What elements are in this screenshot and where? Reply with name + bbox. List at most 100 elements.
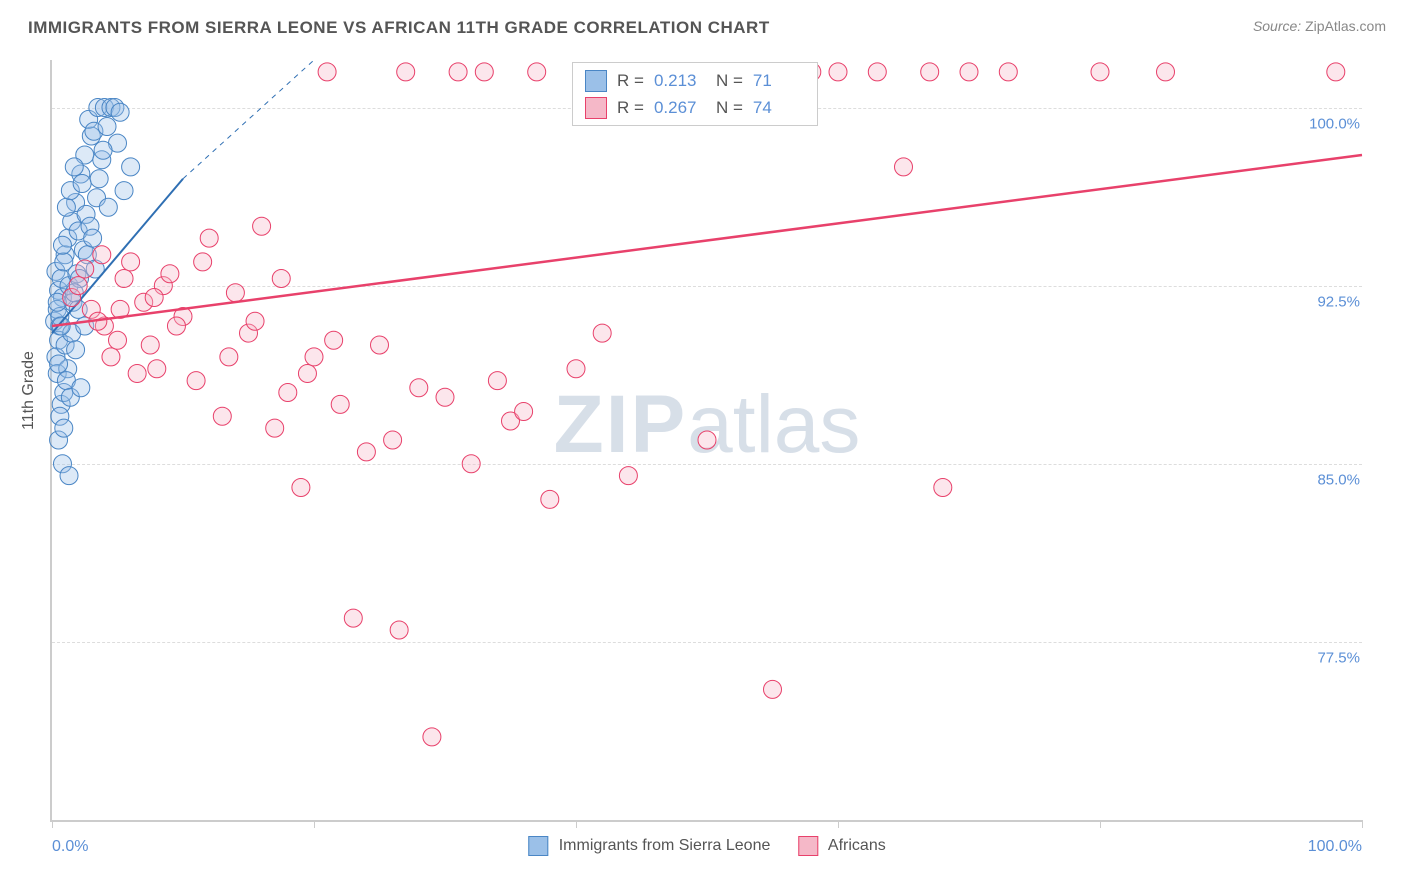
scatter-point xyxy=(292,479,310,497)
trendline xyxy=(52,155,1362,326)
scatter-point xyxy=(167,317,185,335)
scatter-point xyxy=(93,246,111,264)
scatter-point xyxy=(1091,63,1109,81)
chart-title: IMMIGRANTS FROM SIERRA LEONE VS AFRICAN … xyxy=(28,18,770,38)
scatter-point xyxy=(515,403,533,421)
scatter-point xyxy=(528,63,546,81)
scatter-point xyxy=(50,355,68,373)
scatter-point xyxy=(593,324,611,342)
scatter-point xyxy=(436,388,454,406)
stats-row-1: R = 0.213 N = 71 xyxy=(585,67,805,94)
scatter-point xyxy=(619,467,637,485)
x-tick xyxy=(1362,820,1363,828)
scatter-point xyxy=(99,198,117,216)
scatter-point xyxy=(60,467,78,485)
scatter-point xyxy=(764,680,782,698)
scatter-point xyxy=(325,331,343,349)
stat-n-value-1: 71 xyxy=(753,67,805,94)
scatter-point xyxy=(122,253,140,271)
x-tick xyxy=(576,820,577,828)
scatter-point xyxy=(161,265,179,283)
swatch-series-2 xyxy=(585,97,607,119)
source-attribution: Source: ZipAtlas.com xyxy=(1253,18,1386,34)
scatter-point xyxy=(1157,63,1175,81)
scatter-point xyxy=(371,336,389,354)
x-tick xyxy=(838,820,839,828)
scatter-point xyxy=(449,63,467,81)
scatter-point xyxy=(102,348,120,366)
scatter-point xyxy=(410,379,428,397)
scatter-point xyxy=(69,277,87,295)
scatter-point xyxy=(921,63,939,81)
scatter-point xyxy=(76,260,94,278)
legend-swatch-1 xyxy=(528,836,548,856)
scatter-point xyxy=(111,103,129,121)
scatter-point xyxy=(895,158,913,176)
y-axis-title: 11th Grade xyxy=(20,351,38,430)
scatter-point xyxy=(246,312,264,330)
legend-label-2: Africans xyxy=(828,837,886,854)
scatter-point xyxy=(462,455,480,473)
x-axis-max-label: 100.0% xyxy=(1308,838,1362,856)
stat-n-value-2: 74 xyxy=(753,94,805,121)
scatter-point xyxy=(253,217,271,235)
scatter-point xyxy=(331,395,349,413)
legend-bottom: Immigrants from Sierra Leone Africans xyxy=(528,836,885,856)
x-tick xyxy=(1100,820,1101,828)
scatter-point xyxy=(344,609,362,627)
scatter-point xyxy=(272,270,290,288)
legend-item-2: Africans xyxy=(798,836,885,856)
scatter-point xyxy=(960,63,978,81)
stat-n-label: N = xyxy=(716,67,743,94)
scatter-point xyxy=(397,63,415,81)
scatter-point xyxy=(488,372,506,390)
scatter-point xyxy=(868,63,886,81)
stat-r-label: R = xyxy=(617,67,644,94)
legend-item-1: Immigrants from Sierra Leone xyxy=(528,836,770,856)
stats-row-2: R = 0.267 N = 74 xyxy=(585,94,805,121)
scatter-point xyxy=(698,431,716,449)
scatter-point xyxy=(109,331,127,349)
x-tick xyxy=(52,820,53,828)
scatter-point xyxy=(999,63,1017,81)
scatter-point xyxy=(67,341,85,359)
scatter-point xyxy=(55,419,73,437)
scatter-point xyxy=(829,63,847,81)
x-tick xyxy=(314,820,315,828)
source-name: ZipAtlas.com xyxy=(1305,18,1386,34)
scatter-point xyxy=(115,270,133,288)
scatter-point xyxy=(73,175,91,193)
scatter-point xyxy=(141,336,159,354)
scatter-point xyxy=(90,170,108,188)
scatter-point xyxy=(384,431,402,449)
scatter-point xyxy=(65,158,83,176)
scatter-point xyxy=(94,141,112,159)
scatter-point xyxy=(266,419,284,437)
scatter-point xyxy=(318,63,336,81)
scatter-point xyxy=(541,490,559,508)
swatch-series-1 xyxy=(585,70,607,92)
stat-r-value-1: 0.213 xyxy=(654,67,706,94)
scatter-point xyxy=(934,479,952,497)
scatter-point xyxy=(187,372,205,390)
stat-r-label: R = xyxy=(617,94,644,121)
scatter-point xyxy=(567,360,585,378)
scatter-point xyxy=(145,289,163,307)
scatter-point xyxy=(84,229,102,247)
scatter-point xyxy=(72,379,90,397)
scatter-point xyxy=(357,443,375,461)
source-label: Source: xyxy=(1253,18,1301,34)
scatter-point xyxy=(194,253,212,271)
scatter-point xyxy=(200,229,218,247)
scatter-point xyxy=(115,182,133,200)
scatter-point xyxy=(220,348,238,366)
x-axis-min-label: 0.0% xyxy=(52,838,88,856)
scatter-point xyxy=(53,236,71,254)
plot-svg xyxy=(52,60,1362,820)
scatter-point xyxy=(148,360,166,378)
stat-n-label: N = xyxy=(716,94,743,121)
scatter-point xyxy=(298,365,316,383)
scatter-point xyxy=(57,198,75,216)
scatter-chart: 77.5%85.0%92.5%100.0% ZIPatlas R = 0.213… xyxy=(50,60,1362,822)
legend-label-1: Immigrants from Sierra Leone xyxy=(559,837,771,854)
